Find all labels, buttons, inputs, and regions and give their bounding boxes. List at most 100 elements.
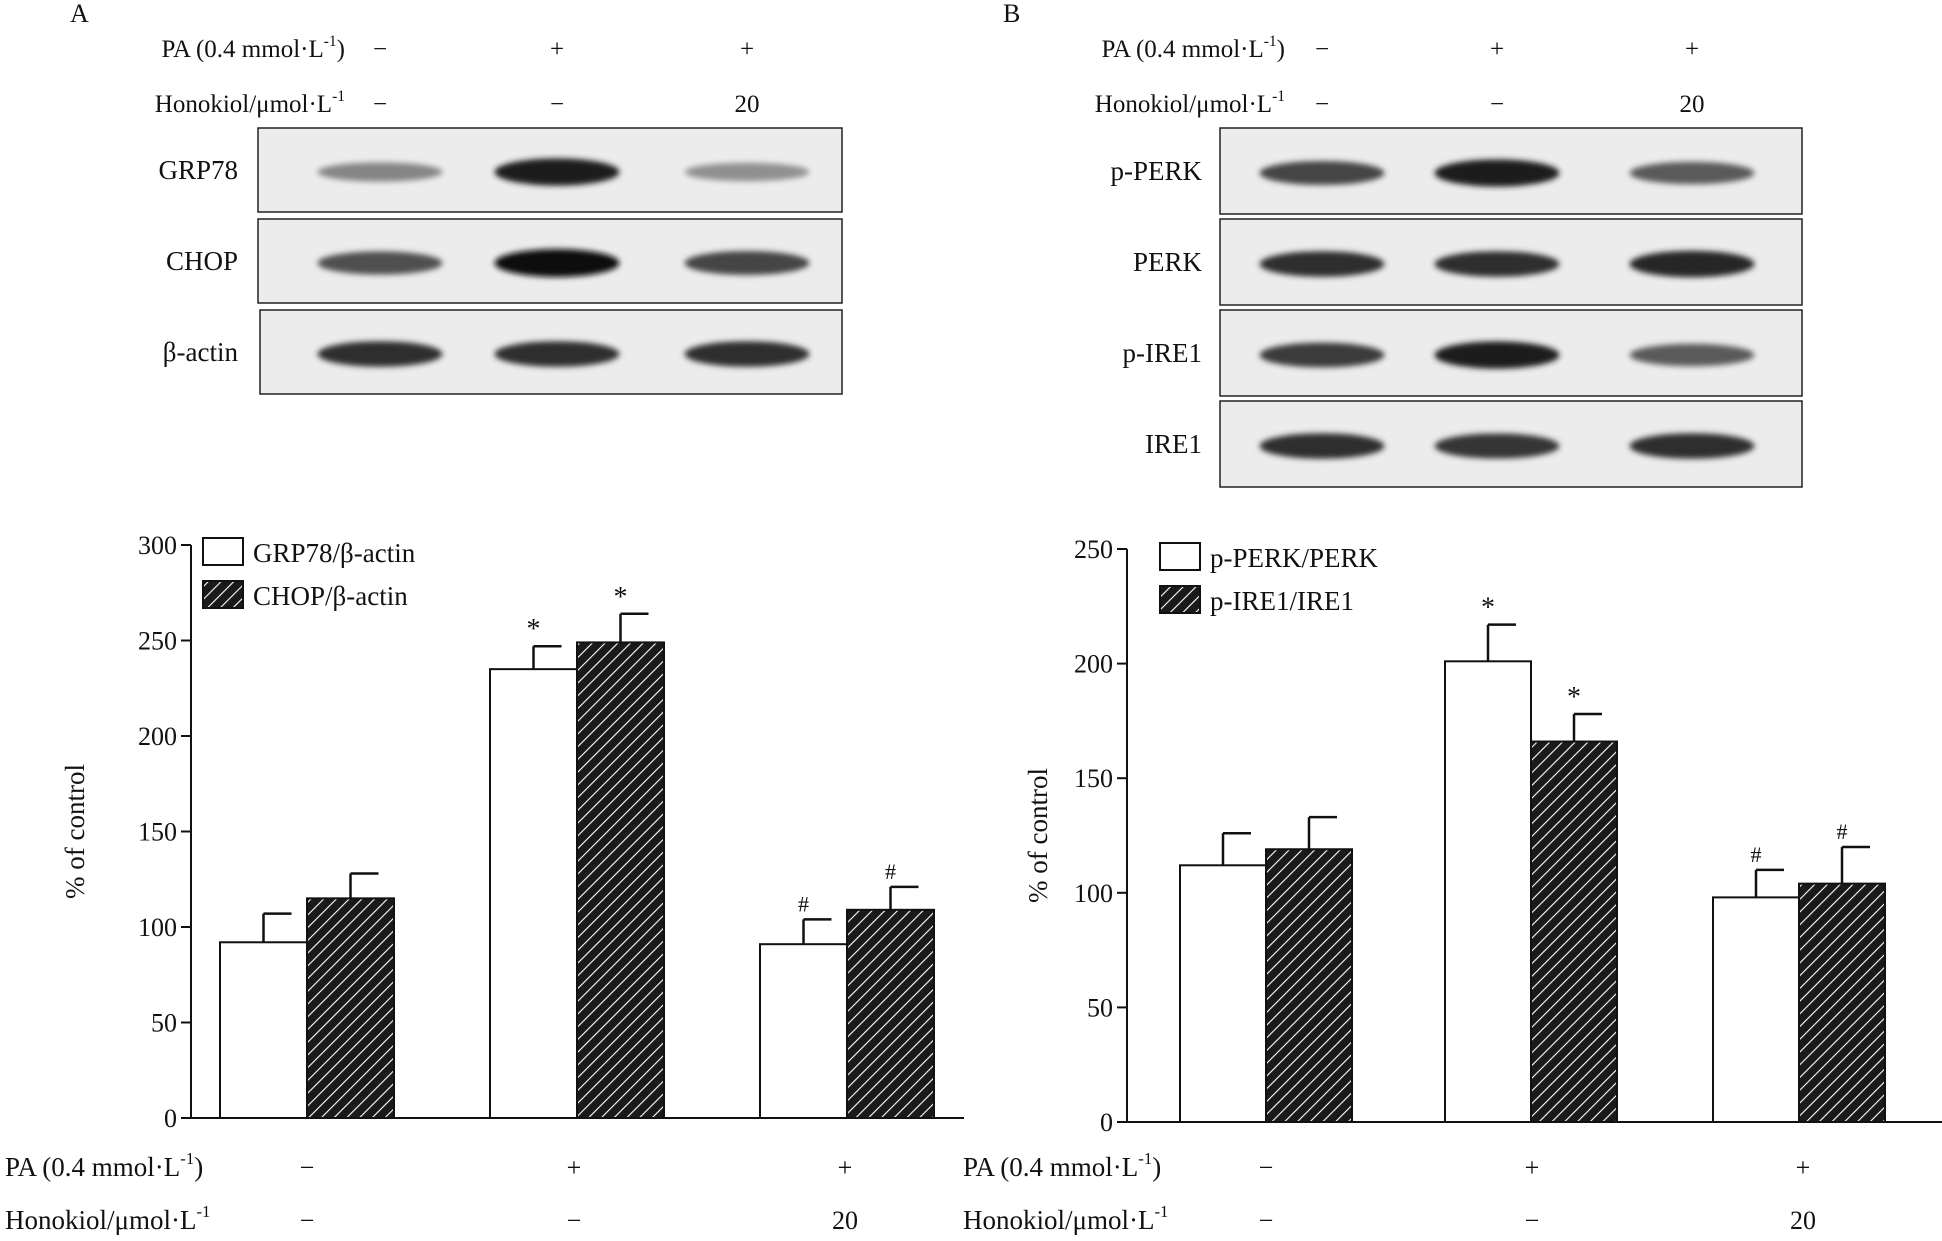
chart-a-legend: GRP78/β-actin CHOP/β-actin [202,537,416,611]
bar-open [1712,896,1800,1123]
header-row-label-text: Honokiol/μmol·L [1095,91,1272,118]
blot-band [317,341,443,367]
legend-label: p-PERK/PERK [1210,543,1379,573]
blot-band [317,162,443,182]
legend-label: GRP78/β-actin [253,538,416,568]
legend-label: CHOP/β-actin [253,581,408,611]
blot-band [1629,161,1755,185]
y-tick-label: 50 [1087,993,1113,1022]
blot-band [684,162,810,182]
bar-hatched [1530,740,1618,1123]
treatment-row-label: PA (0.4 mmol·L-1) [5,1149,203,1182]
bar-open [219,941,308,1120]
treatment-row-value: 20 [832,1206,858,1235]
blot-label: IRE1 [1145,429,1202,459]
significance-mark: # [1751,842,1762,867]
significance-mark: * [614,582,628,613]
header-row-value: − [1315,91,1329,118]
treatment-row-value: + [838,1153,853,1182]
header-row-value: − [1490,91,1504,118]
chart-b-axes: 0 50 100 150 200 250 % of control [1023,535,1942,1137]
treatment-row-label-sup: -1 [1154,1202,1168,1221]
treatment-row-value: − [1525,1206,1540,1235]
chart-b-treatment-rows: PA (0.4 mmol·L-1) − + +Honokiol/μmol·L-1− −2… [963,1149,1816,1235]
y-tick-label: 100 [1074,879,1113,908]
blot-band [684,251,810,275]
blot-label: p-PERK [1110,156,1202,186]
treatment-row-label-sup: -1 [196,1202,210,1221]
y-tick-label: 0 [1100,1108,1113,1137]
treatment-row-value: − [1259,1153,1274,1182]
y-tick-label: 150 [1074,764,1113,793]
significance-mark: * [527,614,541,645]
y-tick-label: 250 [1074,535,1113,564]
treatment-row-label-text: PA (0.4 mmol·L [963,1152,1138,1182]
bar-hatched [1265,848,1353,1123]
significance-mark: * [1481,593,1495,624]
blot-band [1259,161,1385,185]
y-axis-title: % of control [60,764,90,899]
panel-a-treatment-header: PA (0.4 mmol·L-1) − + +Honokiol/μmol·L-1− −2… [155,33,760,118]
treatment-row-value: + [567,1153,582,1182]
bar-open [489,668,578,1120]
header-row-label-text: PA (0.4 mmol·L [161,36,323,63]
y-tick-label: 200 [138,722,177,751]
legend-swatch [202,537,244,566]
y-tick-label: 250 [138,627,177,656]
header-row-label-sup: -1 [1272,88,1285,105]
y-tick-label: 150 [138,818,177,847]
bar-hatched [306,897,395,1119]
treatment-row-value: 20 [1790,1206,1816,1235]
chart-b-bars: * # * # [1179,593,1886,1124]
bar-open [1444,660,1532,1123]
header-row-label-sup: -1 [332,88,345,105]
header-row-value: + [740,36,754,63]
blot-band [1259,342,1385,368]
legend-label: p-IRE1/IRE1 [1210,586,1354,616]
legend-swatch [202,580,244,609]
treatment-row-label: Honokiol/μmol·L-1 [963,1202,1168,1235]
blot-band [1629,433,1755,459]
panel-b-letter: B [1003,0,1020,28]
treatment-row-value: + [1525,1153,1540,1182]
chart-a-axes: 0 50 100 150 200 250 300 % of control [60,531,964,1133]
treatment-row-label: Honokiol/μmol·L-1 [5,1202,210,1235]
panel-b-treatment-header: PA (0.4 mmol·L-1) − + +Honokiol/μmol·L-1− −2… [1095,33,1705,118]
header-row-label-tail: ) [1277,36,1285,63]
y-tick-label: 200 [1074,650,1113,679]
legend-swatch [1159,542,1201,571]
bar-open [759,943,848,1119]
blot-band [494,249,620,277]
chart-b: p-PERK/PERK p-IRE1/IRE1 0 50 100 150 200 250 % … [963,535,1942,1235]
header-row-value: + [1685,36,1699,63]
blot-band [1434,159,1560,187]
y-tick-label: 300 [138,531,177,560]
blot-band [1629,343,1755,367]
y-tick-label: 0 [164,1104,177,1133]
treatment-row-value: − [300,1206,315,1235]
blot-label: p-IRE1 [1123,338,1202,368]
header-row-label-text: PA (0.4 mmol·L [1101,36,1263,63]
significance-mark: # [798,891,809,916]
header-row-value: 20 [1680,91,1705,118]
blot-band [684,341,810,367]
header-row-label-sup: -1 [1264,33,1277,50]
blot-label: β-actin [163,337,239,367]
bar-hatched [846,908,935,1119]
y-tick-label: 50 [151,1009,177,1038]
treatment-row-label-text: Honokiol/μmol·L [963,1205,1154,1235]
bar-hatched [1798,882,1886,1124]
blot-band [1434,433,1560,459]
header-row-value: − [373,91,387,118]
treatment-row-value: + [1796,1153,1811,1182]
treatment-row-value: − [1259,1206,1274,1235]
treatment-row-value: − [567,1206,582,1235]
legend-swatch [1159,585,1201,614]
significance-mark: * [1567,682,1581,713]
header-row-value: − [1315,36,1329,63]
treatment-row-value: − [300,1153,315,1182]
blot-band [1259,251,1385,277]
chart-b-legend: p-PERK/PERK p-IRE1/IRE1 [1159,542,1379,616]
bar-open [1179,864,1267,1124]
